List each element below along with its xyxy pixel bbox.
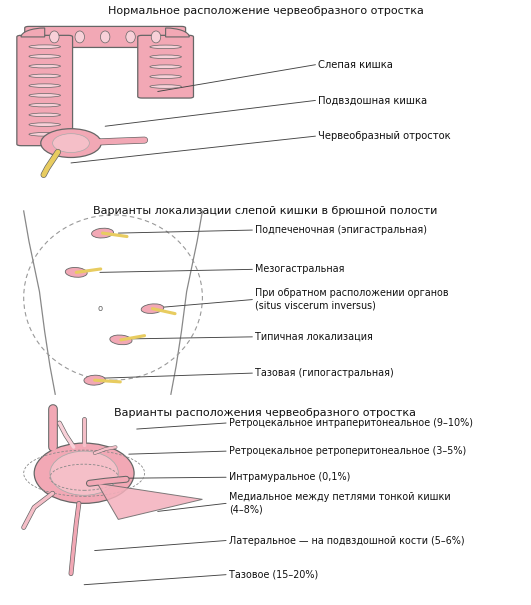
Ellipse shape bbox=[151, 31, 161, 43]
Ellipse shape bbox=[41, 129, 101, 157]
Ellipse shape bbox=[50, 451, 118, 495]
Ellipse shape bbox=[49, 31, 59, 43]
Text: Ретроцекальное интраперитонеальное (9–10%): Ретроцекальное интраперитонеальное (9–10… bbox=[229, 418, 473, 428]
Text: Варианты расположения червеобразного отростка: Варианты расположения червеобразного отр… bbox=[115, 408, 416, 418]
Ellipse shape bbox=[110, 335, 132, 345]
Text: Червеобразный отросток: Червеобразный отросток bbox=[318, 131, 451, 141]
Ellipse shape bbox=[29, 54, 61, 58]
Ellipse shape bbox=[150, 75, 182, 79]
Text: o: o bbox=[97, 304, 102, 313]
Ellipse shape bbox=[29, 123, 61, 126]
Text: Подпеченочная (эпигастральная): Подпеченочная (эпигастральная) bbox=[255, 225, 427, 235]
Ellipse shape bbox=[100, 31, 110, 43]
Ellipse shape bbox=[29, 113, 61, 117]
Polygon shape bbox=[97, 483, 202, 520]
Text: Нормальное расположение червеобразного отростка: Нормальное расположение червеобразного о… bbox=[108, 6, 423, 16]
Ellipse shape bbox=[29, 103, 61, 107]
Ellipse shape bbox=[91, 228, 114, 238]
Ellipse shape bbox=[29, 94, 61, 97]
Ellipse shape bbox=[65, 267, 87, 277]
Wedge shape bbox=[21, 28, 45, 37]
Ellipse shape bbox=[29, 74, 61, 77]
FancyBboxPatch shape bbox=[17, 35, 73, 146]
FancyBboxPatch shape bbox=[25, 27, 186, 47]
Ellipse shape bbox=[29, 45, 61, 48]
Ellipse shape bbox=[53, 134, 89, 152]
Ellipse shape bbox=[126, 31, 135, 43]
Ellipse shape bbox=[84, 375, 105, 385]
Ellipse shape bbox=[29, 64, 61, 68]
Ellipse shape bbox=[150, 55, 182, 59]
Ellipse shape bbox=[141, 304, 164, 313]
Ellipse shape bbox=[75, 31, 84, 43]
Text: Мезогастральная: Мезогастральная bbox=[255, 264, 345, 274]
Wedge shape bbox=[166, 28, 189, 37]
Text: Типичная локализация: Типичная локализация bbox=[255, 332, 373, 342]
Ellipse shape bbox=[34, 443, 134, 503]
Text: Медиальное между петлями тонкой кишки
(4–8%): Медиальное между петлями тонкой кишки (4… bbox=[229, 492, 450, 515]
Text: Тазовая (гипогастральная): Тазовая (гипогастральная) bbox=[255, 368, 393, 378]
Text: Латеральное — на подвздошной кости (5–6%): Латеральное — на подвздошной кости (5–6%… bbox=[229, 535, 464, 546]
Text: Варианты локализации слепой кишки в брюшной полости: Варианты локализации слепой кишки в брюш… bbox=[93, 206, 438, 216]
Text: Ретроцекальное ретроперитонеальное (3–5%): Ретроцекальное ретроперитонеальное (3–5%… bbox=[229, 446, 466, 456]
Ellipse shape bbox=[29, 84, 61, 88]
Text: Подвздошная кишка: Подвздошная кишка bbox=[318, 96, 427, 105]
Ellipse shape bbox=[150, 45, 182, 48]
Text: Интрамуральное (0,1%): Интрамуральное (0,1%) bbox=[229, 473, 350, 482]
Ellipse shape bbox=[150, 85, 182, 88]
Text: Тазовое (15–20%): Тазовое (15–20%) bbox=[229, 570, 318, 580]
FancyBboxPatch shape bbox=[138, 35, 193, 98]
Text: Слепая кишка: Слепая кишка bbox=[318, 60, 393, 70]
Text: При обратном расположении органов
(situs viscerum inversus): При обратном расположении органов (situs… bbox=[255, 289, 449, 311]
Ellipse shape bbox=[29, 132, 61, 136]
Ellipse shape bbox=[150, 65, 182, 68]
